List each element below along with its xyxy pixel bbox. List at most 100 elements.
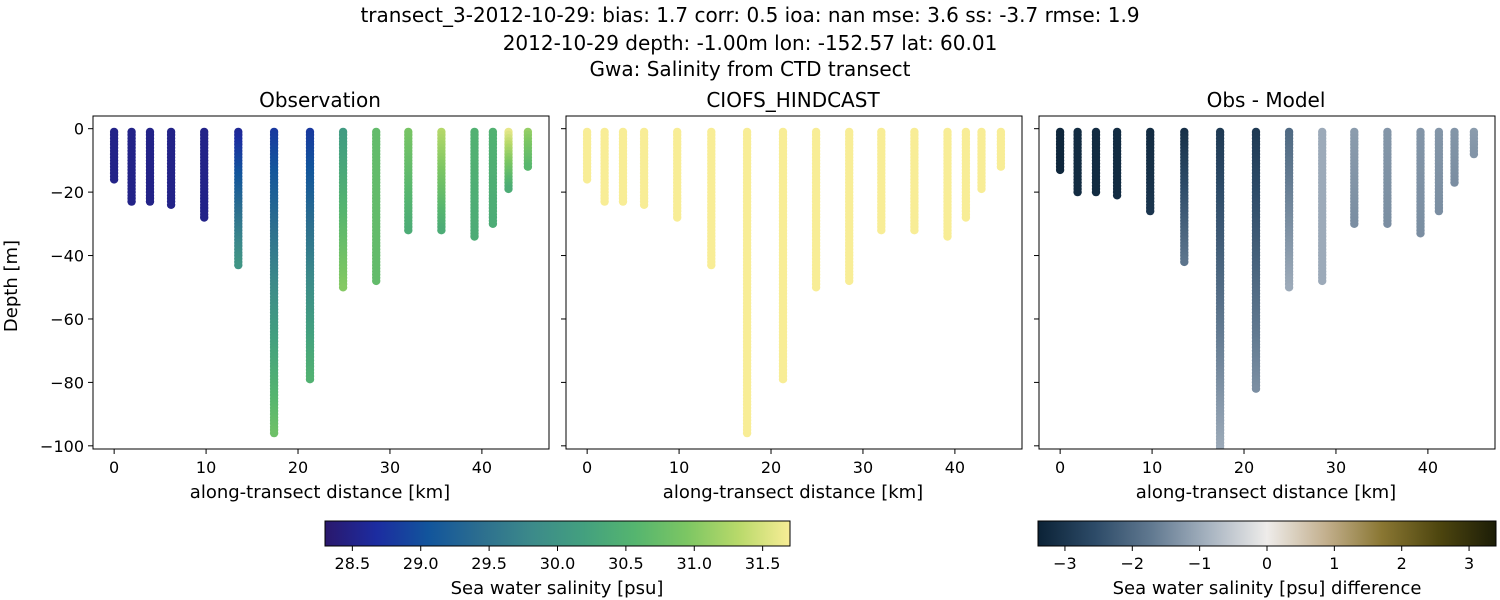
y-tick-label: −20 — [50, 183, 84, 202]
difference-panel: 0 10 20 30 40 — [1034, 115, 1496, 477]
cast-4 — [673, 127, 682, 222]
data-point — [166, 200, 176, 209]
colorbar-tick-label: 30.5 — [608, 554, 644, 573]
data-point — [200, 213, 209, 222]
data-points — [109, 127, 533, 438]
cast-15 — [1469, 127, 1479, 159]
cast-13 — [961, 127, 971, 222]
cast-14 — [1450, 127, 1459, 187]
cast-4 — [200, 127, 209, 222]
data-point — [600, 197, 609, 206]
data-point — [504, 184, 513, 194]
data-point — [372, 276, 381, 286]
colorbar-tick-label: 31.0 — [676, 554, 712, 573]
x-tick-label: 30 — [853, 458, 873, 477]
cast-15 — [523, 127, 533, 171]
x-tick-label: 10 — [669, 458, 689, 477]
data-point — [1180, 257, 1189, 267]
data-point — [1073, 187, 1082, 197]
model-panel-title: CIOFS_HINDCAST — [706, 88, 880, 112]
salinity-colorbar-label: Sea water salinity [psu] — [451, 578, 664, 599]
data-point — [234, 260, 243, 270]
cast-3 — [639, 127, 649, 209]
y-tick-label: 0 — [74, 120, 84, 139]
cast-5 — [234, 127, 243, 270]
observation-panel: 0 10 20 30 40 0 −20 −40 −60 −80 −100 — [40, 115, 550, 477]
cast-6 — [269, 127, 279, 438]
x-tick-label: 10 — [196, 458, 216, 477]
colorbar-tick-label: 1 — [1329, 554, 1339, 573]
colorbar-tick-label: 2 — [1397, 554, 1407, 573]
data-point — [1416, 229, 1425, 238]
data-point — [639, 200, 649, 209]
data-point — [811, 283, 821, 292]
data-point — [910, 226, 919, 235]
x-tick-label: 30 — [1326, 458, 1346, 477]
y-axis-label: Depth [m] — [1, 240, 22, 332]
data-points — [1055, 127, 1479, 449]
x-tick-label: 0 — [109, 458, 119, 477]
cast-1 — [127, 127, 136, 206]
salinity-colorbar-ticks: 28.5 29.0 29.5 30.0 30.5 31.0 31.5 — [335, 546, 780, 573]
cast-10 — [877, 127, 886, 235]
model-x-axis-label: along-transect distance [km] — [663, 482, 923, 503]
cast-13 — [1434, 127, 1444, 216]
data-point — [1215, 444, 1225, 449]
x-tick-label: 0 — [582, 458, 592, 477]
figure-title-line-1: transect_3-2012-10-29: bias: 1.7 corr: 0… — [360, 3, 1139, 27]
data-point — [437, 226, 446, 235]
data-point — [127, 197, 136, 206]
data-point — [404, 226, 413, 235]
colorbar-tick-label: −3 — [1053, 554, 1077, 573]
data-point — [977, 184, 986, 194]
x-tick-label: 40 — [945, 458, 965, 477]
cast-7 — [305, 127, 315, 384]
colorbar-tick-label: 3 — [1464, 554, 1474, 573]
data-point — [582, 175, 592, 184]
cast-12 — [1416, 127, 1425, 238]
data-point — [673, 213, 682, 222]
cast-9 — [372, 127, 381, 286]
figure-title-line-3: Gwa: Salinity from CTD transect — [590, 57, 911, 81]
cast-5 — [1180, 127, 1189, 267]
cast-12 — [943, 127, 952, 241]
cast-7 — [778, 127, 788, 384]
cast-0 — [109, 127, 119, 184]
colorbar-tick-label: 29.5 — [471, 554, 507, 573]
data-point — [1350, 219, 1359, 228]
x-tick-label: 20 — [1234, 458, 1254, 477]
cast-2 — [145, 127, 155, 206]
axes-frame — [565, 115, 1023, 450]
colorbar-tick-label: 0 — [1262, 554, 1272, 573]
data-point — [523, 162, 533, 171]
cast-13 — [488, 127, 498, 228]
cast-2 — [618, 127, 628, 206]
x-tick-label: 40 — [472, 458, 492, 477]
cast-9 — [1318, 127, 1327, 286]
cast-7 — [1251, 127, 1261, 393]
data-point — [1055, 165, 1065, 175]
data-point — [778, 375, 788, 384]
data-point — [742, 428, 752, 438]
data-point — [1284, 283, 1294, 292]
colorbar-tick-label: −2 — [1120, 554, 1144, 573]
axes-frame — [1038, 115, 1496, 450]
cast-15 — [996, 127, 1006, 171]
colorbar-tick-label: 29.0 — [403, 554, 439, 573]
difference-x-axis-label: along-transect distance [km] — [1136, 482, 1396, 503]
data-point — [338, 283, 348, 292]
data-point — [488, 219, 498, 228]
difference-panel-title: Obs - Model — [1207, 88, 1326, 112]
cast-3 — [1112, 127, 1122, 200]
data-point — [470, 232, 479, 241]
cast-0 — [582, 127, 592, 184]
data-point — [1318, 276, 1327, 286]
colorbar-tick-label: 30.0 — [540, 554, 576, 573]
data-point — [1091, 187, 1101, 197]
data-point — [1434, 206, 1444, 216]
cast-6 — [1215, 127, 1225, 449]
data-point — [943, 232, 952, 241]
data-point — [1383, 219, 1392, 228]
data-point — [109, 175, 119, 184]
